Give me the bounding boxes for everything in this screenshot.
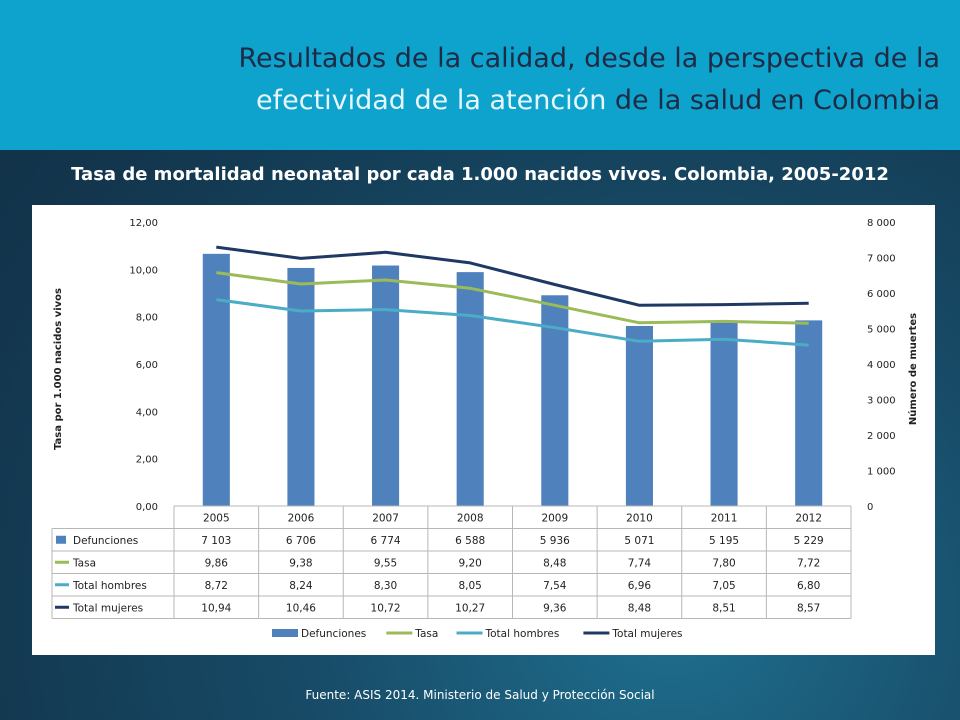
y-tick-label: 12,00 [129,218,158,229]
table-cell-value: 7,80 [712,557,735,569]
table-cell-value: 5 071 [624,535,654,547]
table-cell-value: 10,46 [286,602,316,614]
title-banner: Resultados de la calidad, desde la persp… [0,0,960,150]
table-legend-key [56,535,66,544]
y-axis-title: Tasa por 1.000 nacidos vivos [53,288,64,450]
table-category: 2008 [457,512,484,524]
table-cell-value: 5 936 [540,535,570,547]
chart-panel: 0,00 2,00 4,00 6,00 8,00 10,00 12,00 0 1 000 2 00… [32,205,935,655]
bar-defunciones [202,253,230,506]
table-cell-value: 7,72 [797,557,820,569]
slide-title: Resultados de la calidad, desde la persp… [60,38,941,122]
y2-tick-label: 7 000 [867,254,896,265]
table-cell-value: 10,94 [201,602,231,614]
y2-tick-label: 3 000 [867,396,896,407]
table-cell-value: 10,27 [455,602,485,614]
table-category: 2007 [372,512,399,524]
bar-defunciones [372,265,400,506]
table-cell-value: 9,36 [543,602,567,614]
y2-tick-label: 2 000 [867,431,896,442]
table-cell-value: 7,05 [712,580,735,592]
legend-label: Total hombres [485,628,560,640]
table-cell-value: 9,55 [374,557,397,569]
legend-label: Tasa [414,628,438,640]
bar-defunciones [456,272,484,506]
table-cell-value: 8,48 [543,557,566,569]
y-tick-label: 10,00 [129,265,158,276]
table-cell-value: 8,30 [374,580,397,592]
table-cell-value: 8,72 [205,580,228,592]
legend-label: Total mujeres [611,628,682,640]
table-category: 2006 [288,512,315,524]
table-cell-value: 7 103 [201,535,231,547]
table-cell-value: 8,57 [797,602,820,614]
y-tick-label: 6,00 [136,360,158,371]
table-category: 2012 [795,512,822,524]
table-cell-value: 8,05 [458,580,481,592]
table-cell-value: 10,72 [371,602,401,614]
y2-tick-label: 5 000 [867,325,896,336]
y-tick-label: 8,00 [136,313,158,324]
y2-axis-title: Número de muertes [907,313,919,425]
y-tick-label: 0,00 [136,502,158,513]
table-cell-value: 8,48 [628,602,651,614]
table-cell-value: 7,54 [543,580,567,592]
table-category: 2005 [203,512,230,524]
bar-defunciones [287,267,315,506]
legend-key [272,629,298,637]
bar-defunciones [625,325,653,506]
table-series-name: Total hombres [72,580,147,592]
table-cell-value: 6 706 [286,535,316,547]
table-series-name: Total mujeres [72,602,143,614]
table-cell-value: 9,86 [205,557,229,569]
table-cell-value: 6,96 [628,580,652,592]
line-total-mujeres [216,245,809,307]
line-total-hombres [216,298,809,347]
y2-tick-label: 8 000 [867,218,896,229]
table-cell-value: 8,24 [289,580,313,592]
title-rest: de la salud en Colombia [606,85,940,116]
table-series-name: Tasa [72,557,96,569]
table-cell-value: 6,80 [797,580,820,592]
table-cell-value: 9,20 [458,557,481,569]
legend-label: Defunciones [301,628,366,640]
bar-defunciones [710,321,738,506]
source-note: Fuente: ASIS 2014. Ministerio de Salud y… [305,688,655,702]
table-series-name: Defunciones [73,535,138,547]
table-category: 2011 [711,512,738,524]
chart-subtitle: Tasa de mortalidad neonatal por cada 1.0… [71,164,889,185]
y2-tick-label: 0 [867,502,873,513]
y2-tick-label: 6 000 [867,289,896,300]
line-tasa [216,271,809,325]
title-highlight: efectividad de la atención [255,85,607,116]
y2-tick-label: 4 000 [867,360,896,371]
table-cell-value: 7,74 [628,557,652,569]
table-cell-value: 8,51 [712,602,735,614]
table-cell-value: 5 229 [794,535,824,547]
y-tick-label: 4,00 [136,407,158,418]
table-cell-value: 6 588 [455,535,485,547]
bar-defunciones [795,320,823,506]
table-cell-value: 5 195 [709,535,739,547]
title-line1: Resultados de la calidad, desde la persp… [238,43,941,74]
y-tick-label: 2,00 [136,455,158,466]
table-category: 2010 [626,512,653,524]
table-cell-value: 9,38 [289,557,312,569]
table-cell-value: 6 774 [371,535,401,547]
combo-chart: 0,00 2,00 4,00 6,00 8,00 10,00 12,00 0 1 000 2 00… [51,218,919,640]
y2-tick-label: 1 000 [867,467,896,478]
table-category: 2009 [541,512,568,524]
